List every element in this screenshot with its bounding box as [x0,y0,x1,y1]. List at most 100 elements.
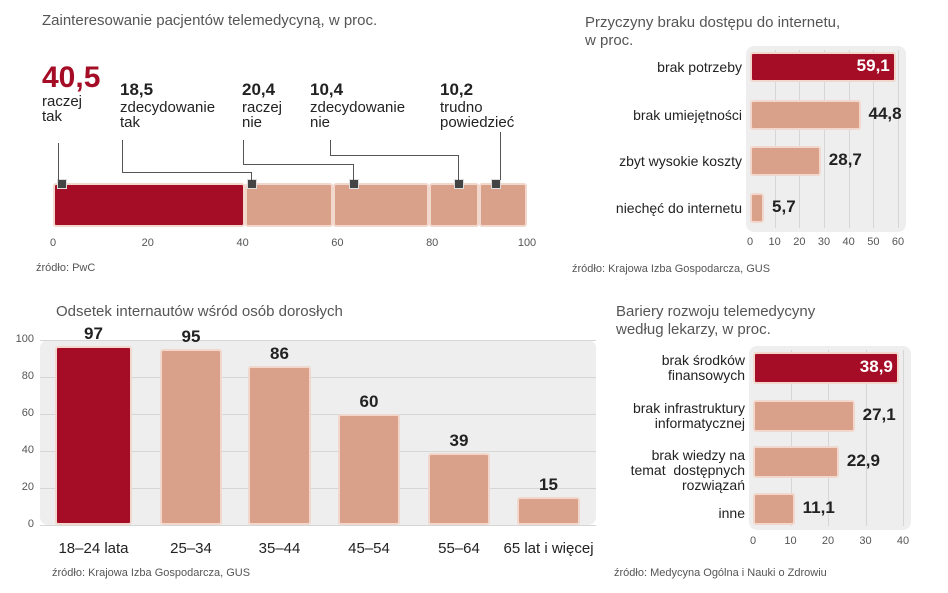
bar [338,414,400,525]
value-label: 40,5 [42,61,101,94]
category-label: zbyt wysokie koszty [619,152,742,169]
chart3-title: Odsetek internautów wśród osób dorosłych [56,303,343,320]
category-label: zdecydowanie [120,99,216,116]
x-tick-label: 40 [896,535,910,547]
category-label: nie [242,114,263,131]
bar-segment [53,183,245,227]
value-label: 18,5 [120,80,154,99]
grid-line [790,350,792,526]
chart2-source: źródło: Krajowa Izba Gospodarcza, GUS [572,263,771,275]
grid-line [40,488,596,489]
category-label: 55–64 [438,540,480,557]
x-tick-label: 60 [331,237,344,249]
bar-segment [332,183,430,227]
category-label-line: zbyt wysokie koszty [619,152,742,169]
x-tick-label: 40 [842,236,855,248]
value-label: 11,1 [802,498,835,517]
connector-line [243,164,353,165]
bar [750,146,821,176]
grid-line [824,50,825,228]
chart4-title-line: według lekarzy, w proc. [616,321,771,338]
grid-line [828,350,829,526]
connector-line [330,140,331,155]
marker-icon [349,179,359,189]
category-label: 25–34 [170,540,212,557]
category-label-line: informatycznej [654,415,745,431]
bar [753,400,855,432]
category-label: 35–44 [258,540,301,557]
value-label: 60 [359,392,379,411]
category-label: tak [120,114,141,131]
grid-line [774,50,776,228]
marker-icon [490,179,501,189]
x-tick-label: 50 [867,236,880,248]
data-label: 20,4 raczej nie [242,80,282,130]
x-tick-label: 0 [746,236,754,248]
connector-line [58,143,59,181]
category-label: 45–54 [348,540,390,557]
bar [753,352,899,384]
value-label: 97 [84,323,103,343]
category-label-line: finansowych [667,367,745,383]
category-label: 65 lat i więcej [503,540,594,557]
category-label-line: brak wiedzy na [651,446,745,463]
chart4-title: Bariery rozwoju telemedycyny według lekar… [616,303,815,339]
grid-line [40,451,596,452]
x-tick-label: 20 [821,535,835,547]
bar-segment [478,183,527,227]
data-label: 10,4 zdecydowanie nie [310,80,405,130]
value-label: 59,1 [856,56,890,75]
value-label: 86 [270,343,289,363]
bar-segment [429,183,479,227]
x-tick-label: 0 [49,237,57,249]
category-label: raczej [42,93,83,110]
grid-line [40,377,596,378]
category-label: brak umiejętności [633,106,742,123]
x-tick-label: 60 [891,236,905,248]
x-tick-label: 40 [236,237,249,249]
value-label: 95 [181,327,201,347]
x-tick-label: 100 [517,237,537,249]
category-label-line: brak środków [661,352,745,368]
x-tick-label: 30 [859,535,872,547]
chart1-title: Zainteresowanie pacjentów telemedycyną, … [42,12,378,29]
grid-line [40,414,596,415]
chart4-title-line: Bariery rozwoju telemedycyny [616,303,816,320]
category-label: inne [719,505,745,521]
grid-line [848,50,850,228]
category-label: trudno [440,99,483,116]
chart3-source: źródło: Krajowa Izba Gospodarcza, GUS [52,567,251,579]
value-label: 10,2 [440,80,474,99]
value-label: 20,4 [242,80,276,99]
value-label: 28,7 [828,150,862,169]
bar [753,446,839,478]
connector-line [353,164,354,180]
marker-icon [246,179,257,189]
category-label-line: niechęć do internetu [615,199,742,216]
category-label-line: brak potrzeby [657,58,742,75]
x-tick-label: 20 [793,236,806,248]
category-label: zdecydowanie [310,99,406,116]
data-label: 10,2 trudno powiedzieć [440,80,514,130]
bar [248,365,311,525]
chart2-title-line: Przyczyny braku dostępu do internetu, [585,14,841,31]
connector-line [500,132,501,180]
value-label: 27,1 [862,405,896,424]
category-label: 18–24 lata [58,540,129,557]
bar [753,493,795,525]
bar [517,497,580,525]
bar [750,100,861,130]
bar [750,193,765,223]
category-label-line: rozwiązań [681,476,745,493]
data-label: 18,5 zdecydowanie tak [120,80,215,130]
bar [428,452,490,525]
category-label-line: brak umiejętności [633,106,742,123]
chart2-title-line: w proc. [585,32,634,49]
value-label: 38,9 [859,357,893,376]
connector-line [250,172,252,180]
x-tick-label: 30 [817,236,831,248]
category-label: nie [310,114,331,131]
connector-line [243,140,244,164]
x-tick-label: 10 [784,535,797,547]
chart4-source: źródło: Medycyna Ogólna i Nauki o Zdrowi… [614,567,827,579]
